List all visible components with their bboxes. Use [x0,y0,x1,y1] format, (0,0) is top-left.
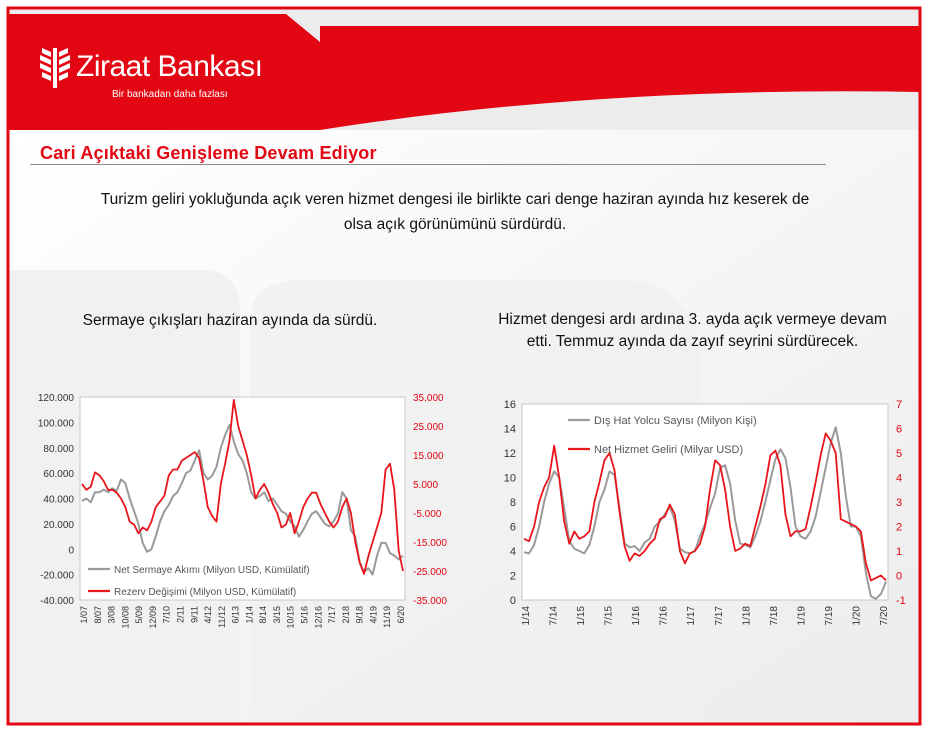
chart-1-x-tick-label: 7/18 [769,606,780,626]
chart-1-x-tick-label: 1/17 [686,606,697,626]
chart-0-left-tick-label: 40.000 [43,495,74,506]
chart-0-series-1-line [81,398,404,575]
logo-wheat-icon [40,48,70,88]
chart-1-x-tick-label: 1/19 [796,606,807,626]
chart-1-x-tick-label: 7/19 [824,606,835,626]
chart-1-x-tick-label: 1/18 [741,606,752,626]
intro-line-1: Turizm geliri yokluğunda açık veren hizm… [100,191,810,208]
chart-0-right-tick-label: -35.000 [413,596,447,607]
chart-0-left-tick-label: 120.000 [38,393,75,404]
chart-1-left-tick-label: 10 [504,473,516,485]
chart-0-legend-label-1: Rezerv Değişimi (Milyon USD, Kümülatif) [114,587,296,598]
chart-1-legend-label-0: Dış Hat Yolcu Sayısı (Milyon Kişi) [594,415,757,427]
chart-0-x-tick-label: 6/20 [396,606,406,624]
chart-0-plot-area [79,396,406,601]
chart-1-left-tick-label: 0 [510,595,516,607]
chart-0-left-tick-label: 0 [68,545,74,556]
chart-1-right-tick-label: 0 [896,571,902,583]
chart-0-left-tick-label: 80.000 [43,444,74,455]
chart-0-x-tick-label: 4/19 [368,606,378,624]
chart-0-x-tick-label: 4/12 [203,606,213,624]
chart-0-right-tick-label: 25.000 [413,422,444,433]
chart-0-x-tick-label: 9/11 [189,606,199,623]
chart-0-right-tick-label: 5.000 [413,480,438,491]
chart-1-right-tick-label: 2 [896,522,902,534]
chart-0-x-tick-label: 6/13 [231,606,241,624]
right-chart-caption-line-2: etti. Temmuz ayında da zayıf seyrini sür… [526,333,859,350]
chart-0-left-tick-label: 60.000 [43,469,74,480]
left-chart: 120.000 100.000 80.000 60.000 40.000 20.000 0 -… [38,393,448,629]
chart-1-right-tick-label: 6 [896,424,902,436]
chart-0-x-tick-label: 8/07 [93,606,103,624]
chart-1-left-tick-label: 16 [504,399,516,411]
chart-1-x-tick-label: 7/15 [604,606,615,626]
chart-1-x-tick-label: 7/14 [549,606,560,626]
chart-1-left-tick-label: 14 [504,424,516,436]
chart-0-x-tick-label: 1/07 [79,606,89,624]
chart-0-x-tick-label: 2/18 [341,606,351,624]
chart-0-right-tick-label: -5.000 [413,509,442,520]
header-band [8,8,920,130]
chart-0-x-tick-label: 11/12 [217,606,227,628]
chart-1-x-tick-label: 1/20 [851,606,862,626]
title-underline [30,164,826,165]
chart-0-left-tick-label: 100.000 [38,418,75,429]
chart-0-x-tick-label: 2/11 [175,606,185,623]
chart-1-legend-label-1: Net Hizmet Geliri (Milyar USD) [594,444,743,456]
chart-0-x-tick-label: 8/14 [258,606,268,624]
chart-0-left-tick-label: -20.000 [40,571,74,582]
chart-0-legend-label-0: Net Sermaye Akımı (Milyon USD, Kümülatif… [114,565,310,576]
intro-line-2: olsa açık görünümünü sürdürdü. [343,216,567,233]
chart-1-left-tick-label: 2 [510,571,516,583]
chart-0-right-tick-label: -25.000 [413,567,447,578]
chart-0-x-tick-label: 12/16 [313,606,323,629]
chart-0-x-tick-label: 5/09 [134,606,144,624]
chart-1-left-tick-label: 4 [510,546,516,558]
chart-1-x-tick-label: 1/15 [576,606,587,626]
chart-1-x-tick-label: 1/16 [631,606,642,626]
chart-0-right-tick-label: 15.000 [413,451,444,462]
chart-1-x-tick-label: 1/14 [521,606,532,626]
chart-1-left-tick-label: 8 [510,497,516,509]
chart-0-x-tick-label: 10/15 [286,606,296,629]
chart-1-right-tick-label: 5 [896,448,902,460]
chart-0-x-tick-label: 5/16 [300,606,310,624]
chart-0-x-tick-label: 12/09 [148,606,158,629]
page-title: Cari Açıktaki Genişleme Devam Ediyor [40,143,377,163]
left-chart-caption: Sermaye çıkışları haziran ayında da sürd… [82,312,378,329]
right-chart-caption-line-1: Hizmet dengesi ardı ardına 3. ayda açık … [498,311,887,328]
chart-0-x-tick-label: 9/18 [355,606,365,624]
chart-1-right-tick-label: -1 [896,595,906,607]
chart-1-right-tick-label: 3 [896,497,902,509]
chart-0-x-tick-label: 11/19 [382,606,392,628]
chart-0-right-tick-label: 35.000 [413,393,444,404]
chart-0-x-tick-label: 3/15 [272,606,282,624]
chart-0-right-tick-label: -15.000 [413,538,447,549]
chart-0-x-tick-label: 1/14 [244,606,254,624]
chart-1-series-1-line [523,432,887,582]
chart-1-left-tick-label: 12 [504,448,516,460]
chart-1-right-tick-label: 1 [896,546,902,558]
chart-0-left-tick-label: -40.000 [40,596,74,607]
chart-0-x-tick-label: 7/10 [162,606,172,624]
chart-0-x-tick-label: 10/08 [120,606,130,629]
chart-1-x-tick-label: 7/16 [659,606,670,626]
brand-name: Ziraat Bankası [76,50,263,83]
brand-slogan: Bir bankadan daha fazlası [112,89,228,100]
chart-1-x-tick-label: 7/20 [879,606,890,626]
chart-0-left-tick-label: 20.000 [43,520,74,531]
chart-1-left-tick-label: 6 [510,522,516,534]
chart-1-right-tick-label: 7 [896,399,902,411]
chart-0-x-tick-label: 3/08 [107,606,117,624]
chart-1-x-tick-label: 7/17 [714,606,725,626]
chart-0-x-tick-label: 7/17 [327,606,337,624]
chart-1-right-tick-label: 4 [896,473,902,485]
chart-0-series-0-line [81,423,404,576]
